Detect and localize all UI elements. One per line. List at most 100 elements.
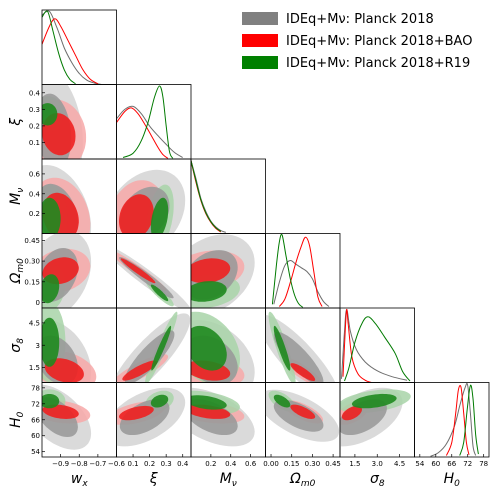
legend-label: IDEq+Mν: Planck 2018+R19 (286, 56, 470, 71)
contour-68-sigma_8-xi-r19 (151, 325, 172, 371)
contour-68-H_0-xi-bao (119, 405, 154, 421)
xtick-label-Omega_m0: 0.30 (305, 460, 321, 468)
contour-68-sigma_8-xi-bao (122, 360, 157, 381)
panel-Omega_m0-M_nu (190, 233, 266, 309)
xtick-label-w_x: −0.6 (108, 460, 126, 468)
ytick-label-M_nu: 0.6 (29, 170, 41, 178)
xaxis-label-sigma_8: σ8 (370, 471, 385, 489)
xaxis-label-H_0: H0 (444, 471, 461, 489)
panel-frame (116, 84, 192, 160)
ytick-label-xi: 0.2 (29, 122, 40, 130)
legend-swatch (242, 56, 278, 69)
panel-M_nu-M_nu (190, 158, 266, 234)
contour-68-sigma_8-Omega_m0-bao (290, 363, 316, 381)
marginal-H_0-bao (445, 384, 470, 456)
ytick-label-H_0: 60 (31, 432, 40, 440)
panel-sigma_8-xi (116, 307, 192, 383)
yaxis-label-Omega_m0-subscript: m0 (16, 258, 26, 273)
panel-content (42, 233, 92, 308)
xtick-label-w_x: −0.7 (89, 460, 106, 468)
panel-M_nu-w_x: 0.2 0.4 0.6 (29, 158, 117, 234)
legend: IDEq+Mν: Planck 2018 IDEq+Mν: Planck 2018… (242, 12, 472, 71)
xtick-label-H_0: 78 (479, 460, 488, 468)
legend-label: IDEq+Mν: Planck 2018 (286, 12, 434, 27)
yaxis-label-Omega_m0: Ωm0 (8, 258, 26, 284)
yaxis-label-sigma_8: σ8 (8, 338, 26, 353)
xaxis-label-H_0-symbol: H (444, 471, 455, 487)
ytick-label-H_0: 66 (31, 416, 40, 424)
contour-68-M_nu-w_x-r19 (42, 197, 61, 234)
panel-Omega_m0-w_x: 0 0.15 0.30 0.45 (24, 233, 117, 309)
panel-content (116, 311, 191, 383)
yaxis-label-H_0-symbol: H (8, 417, 24, 428)
yaxis-label-sigma_8-symbol: σ (8, 343, 24, 353)
ytick-label-M_nu: 0.4 (29, 190, 41, 198)
yaxis-label-xi-symbol: ξ (8, 118, 24, 127)
marginal-xi-bao (116, 107, 169, 159)
marginal-xi-planck (116, 105, 183, 158)
ytick-label-H_0: 78 (31, 384, 40, 392)
xaxis-label-sigma_8-subscript: 8 (379, 479, 385, 489)
xtick-label-H_0: 66 (447, 460, 456, 468)
panel-content (191, 387, 255, 447)
yaxis-label-xi: ξ (8, 118, 24, 127)
panel-Omega_m0-xi (116, 233, 192, 309)
ytick-label-sigma_8: 3 (36, 342, 40, 350)
panel-frame (265, 233, 341, 309)
contour-68-sigma_8-Omega_m0-planck (273, 331, 324, 383)
contour-68-H_0-xi-planck (119, 399, 170, 435)
xtick-label-w_x: −0.9 (52, 460, 69, 468)
panel-content (191, 160, 226, 233)
marginal-w_x-bao (42, 18, 99, 85)
contour-68-H_0-w_x-r19 (42, 394, 60, 409)
contour-68-Omega_m0-w_x-r19 (42, 274, 60, 304)
panel-content (116, 85, 183, 159)
xaxis-label-Omega_m0-subscript: m0 (301, 479, 316, 489)
xaxis-label-w_x: wx (71, 471, 88, 489)
ytick-label-Omega_m0: 0 (36, 299, 40, 307)
yaxis-label-Omega_m0-symbol: Ω (8, 272, 24, 284)
marginal-sigma_8-r19 (344, 316, 411, 382)
xtick-label-M_nu: 0.2 (205, 460, 216, 468)
ytick-label-sigma_8: 4.5 (29, 319, 40, 327)
panel-content (430, 382, 479, 457)
marginal-M_nu-bao (191, 160, 222, 233)
panel-xi-xi (116, 84, 192, 160)
ytick-label-xi: 0.1 (29, 139, 40, 147)
panel-content (191, 311, 255, 383)
marginal-Omega_m0-planck (273, 260, 330, 307)
panel-content (116, 387, 186, 447)
contour-68-xi-w_x-r19 (42, 103, 58, 126)
yaxis-label-M_nu-subscript: ν (16, 188, 26, 193)
panel-content (42, 308, 97, 383)
xtick-label-xi: 0.3 (161, 460, 172, 468)
xtick-label-Omega_m0: 0.00 (263, 460, 279, 468)
marginal-M_nu-r19 (191, 160, 222, 232)
panel-content (341, 308, 411, 383)
ytick-label-xi: 0.3 (29, 106, 40, 114)
panel-H_0-Omega_m0: 0.00 0.15 0.30 0.45 (263, 382, 341, 468)
xaxis-label-xi-symbol: ξ (149, 471, 158, 487)
xtick-label-M_nu: 0.6 (245, 460, 257, 468)
yaxis-label-sigma_8-subscript: 8 (16, 338, 26, 344)
ytick-label-sigma_8: 1.5 (29, 364, 40, 372)
ytick-label-Omega_m0: 0.45 (24, 237, 40, 245)
contour-68-Omega_m0-M_nu-bao (191, 258, 231, 284)
contour-68-H_0-Omega_m0-planck (273, 399, 324, 432)
xaxis-label-Omega_m0-symbol: Ω (289, 471, 301, 487)
xaxis-label-M_nu: Mν (220, 471, 237, 489)
marginal-w_x-planck (42, 10, 102, 85)
panel-M_nu-xi (116, 158, 192, 234)
contour-68-sigma_8-M_nu-r19 (191, 325, 227, 371)
contour-68-H_0-Omega_m0-bao (290, 404, 316, 419)
contour-68-sigma_8-w_x-bao (44, 358, 84, 383)
panel-frame (190, 158, 266, 234)
legend-swatch (242, 12, 278, 25)
contour-68-H_0-Omega_m0-r19 (273, 394, 291, 408)
panel-Omega_m0-Omega_m0 (265, 233, 341, 309)
xtick-label-w_x: −0.8 (71, 460, 88, 468)
marginal-M_nu-planck (191, 160, 226, 233)
yaxis-label-H_0: H0 (8, 411, 26, 428)
xtick-label-xi: 0.4 (177, 460, 189, 468)
